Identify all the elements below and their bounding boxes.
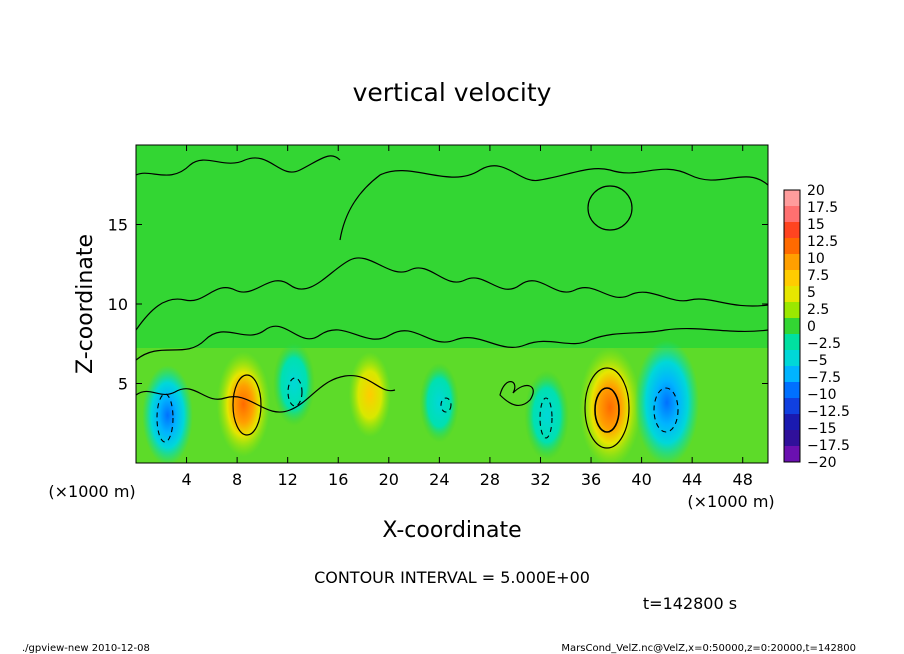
- plot-area: [136, 145, 768, 463]
- contour-line: [136, 155, 341, 176]
- x-tick-label: 12: [278, 470, 298, 489]
- x-tick-label: 8: [232, 470, 242, 489]
- x-tick-label: 4: [181, 470, 191, 489]
- colorbar-swatch: [784, 398, 800, 415]
- colorbar-label: 7.5: [807, 268, 829, 284]
- contour-line: [136, 257, 768, 331]
- contour-ellipse-dashed: [539, 397, 553, 439]
- contour-ellipse: [232, 374, 262, 436]
- contour-ellipse-dashed: [287, 377, 303, 407]
- colorbar-swatch: [784, 238, 800, 255]
- velocity-feature-5: [524, 370, 570, 461]
- velocity-feature-6: [579, 347, 641, 463]
- colorbar-label: −17.5: [807, 438, 850, 454]
- colorbar-frame: [783, 189, 801, 463]
- colorbar-label: 15: [807, 217, 825, 233]
- colorbar-label: −20: [807, 455, 837, 471]
- velocity-feature-1: [216, 351, 271, 457]
- x-unit-label-left: (×1000 m): [48, 482, 135, 501]
- colorbar-swatch: [784, 430, 800, 447]
- contour-line: [339, 165, 768, 241]
- colorbar: 2017.51512.5107.552.50−2.5−5−7.5−10−12.5…: [783, 183, 850, 471]
- y-axis-ticks: 5 10 15: [108, 216, 768, 394]
- velocity-feature-7: [634, 340, 700, 463]
- colorbar-swatch: [784, 270, 800, 287]
- colorbar-label: −7.5: [807, 370, 841, 386]
- x-tick-label: 16: [328, 470, 348, 489]
- colorbar-label: 2.5: [807, 302, 829, 318]
- colorbar-label: −15: [807, 421, 837, 437]
- x-unit-label-right: (×1000 m): [687, 492, 774, 511]
- chart-title: vertical velocity: [353, 78, 552, 107]
- colorbar-swatch: [784, 446, 800, 463]
- colorbar-label: −2.5: [807, 336, 841, 352]
- time-label: t=142800 s: [643, 594, 737, 613]
- x-axis-ticks: 4 8 12 16 20 24 28 32 36 40 44 48: [181, 145, 753, 489]
- contour-line: [136, 325, 768, 361]
- colorbar-swatch: [784, 414, 800, 431]
- contour-lines: [136, 155, 768, 449]
- colorbar-swatch: [784, 254, 800, 271]
- x-tick-label: 32: [530, 470, 550, 489]
- x-tick-label: 36: [581, 470, 601, 489]
- velocity-feature-4: [419, 362, 459, 443]
- colorbar-swatch: [784, 350, 800, 367]
- y-tick-label: 5: [118, 375, 128, 394]
- colorbar-swatch: [784, 382, 800, 399]
- colorbar-swatch: [784, 190, 800, 207]
- colorbar-label: 12.5: [807, 234, 838, 250]
- contour-ellipse-dashed: [440, 397, 452, 413]
- x-tick-label: 44: [682, 470, 702, 489]
- colorbar-label: −5: [807, 353, 828, 369]
- contour-line: [499, 381, 534, 407]
- colorbar-swatch: [784, 366, 800, 383]
- negative-contours: [156, 377, 679, 443]
- colorbar-swatch: [784, 286, 800, 303]
- contour-ellipse-dashed: [156, 393, 174, 443]
- colorbar-label: −10: [807, 387, 837, 403]
- x-tick-label: 40: [631, 470, 651, 489]
- colorbar-label: 0: [807, 319, 816, 335]
- footer-right: MarsCond_VelZ.nc@VelZ,x=0:50000,z=0:2000…: [561, 643, 856, 654]
- colorbar-label: 17.5: [807, 200, 838, 216]
- colorbar-swatch: [784, 222, 800, 239]
- contour-ellipse: [594, 387, 620, 433]
- x-tick-label: 28: [480, 470, 500, 489]
- x-tick-label: 20: [379, 470, 399, 489]
- y-axis-label: Z-coordinate: [73, 234, 98, 374]
- colorbar-swatch: [784, 302, 800, 319]
- footer-left: ./gpview-new 2010-12-08: [22, 643, 150, 654]
- contour-ellipse-dashed: [653, 387, 679, 433]
- x-axis-label: X-coordinate: [382, 518, 521, 543]
- colorbar-label: 10: [807, 251, 825, 267]
- x-tick-label: 48: [733, 470, 753, 489]
- velocity-feature-3: [348, 352, 391, 438]
- colorbar-swatch: [784, 318, 800, 335]
- y-tick-label: 10: [108, 295, 128, 314]
- velocity-feature-0: [142, 365, 193, 463]
- velocity-feature-2: [273, 341, 315, 426]
- contour-ellipse: [584, 367, 630, 449]
- contour-ellipse: [587, 185, 633, 231]
- colorbar-label: 5: [807, 285, 816, 301]
- x-tick-label: 24: [429, 470, 449, 489]
- contour-interval-label: CONTOUR INTERVAL = 5.000E+00: [314, 568, 590, 587]
- colorbar-label: −12.5: [807, 404, 850, 420]
- y-tick-label: 15: [108, 216, 128, 235]
- colorbar-swatch: [784, 334, 800, 351]
- colorbar-swatch: [784, 206, 800, 223]
- colorbar-label: 20: [807, 183, 825, 199]
